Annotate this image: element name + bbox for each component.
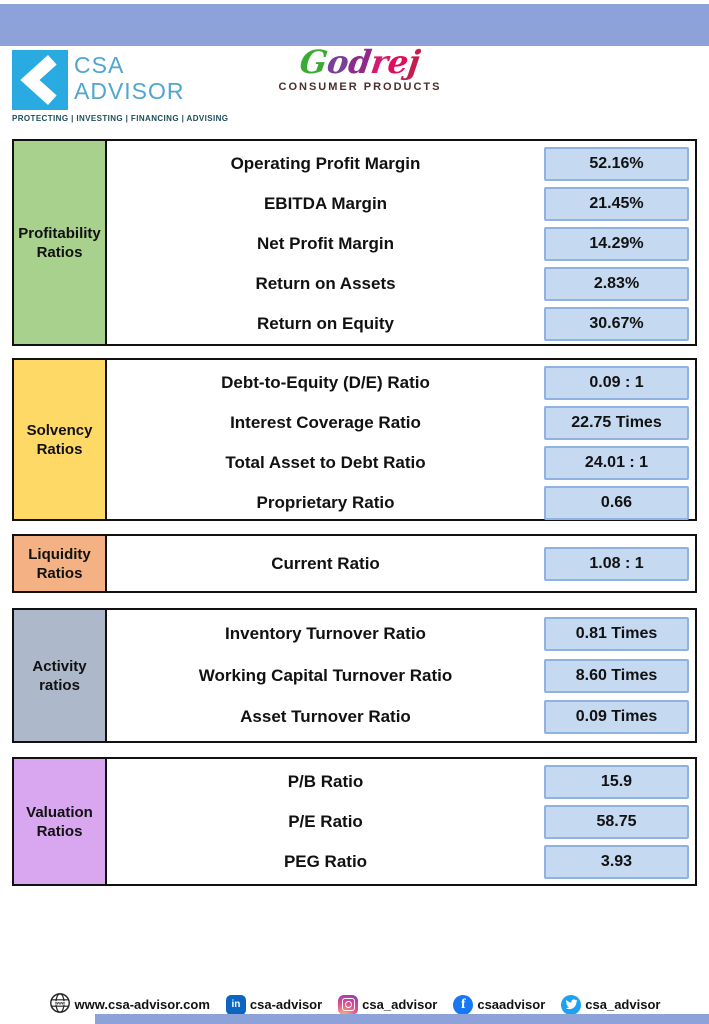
table-row: Inventory Turnover Ratio 0.81 Times <box>107 613 695 655</box>
table-row: PEG Ratio 3.93 <box>107 842 695 882</box>
instagram-link[interactable]: csa_advisor <box>338 994 438 1015</box>
metric-value: 21.45% <box>544 187 689 221</box>
table-row: Operating Profit Margin 52.16% <box>107 144 695 184</box>
metric-name: Return on Assets <box>255 274 396 293</box>
instagram-icon <box>338 994 359 1015</box>
metric-value: 0.09 : 1 <box>544 366 689 400</box>
table-row: Current Ratio 1.08 : 1 <box>107 539 695 588</box>
metric-name: Working Capital Turnover Ratio <box>198 665 453 685</box>
svg-text:www: www <box>54 1000 66 1005</box>
csa-advisor-wordmark: CSA ADVISOR <box>74 52 185 104</box>
bottom-footer-bar <box>95 1014 709 1024</box>
metric-name: PEG Ratio <box>283 852 368 871</box>
linkedin-handle: csa-advisor <box>249 997 323 1012</box>
section-solvency-ratios: Solvency Ratios Debt-to-Equity (D/E) Rat… <box>12 358 697 521</box>
metric-value: 52.16% <box>544 147 689 181</box>
top-header-bar <box>0 4 709 46</box>
metric-name: Interest Coverage Ratio <box>230 413 421 432</box>
metric-name: Total Asset to Debt Ratio <box>225 453 426 472</box>
table-row: Proprietary Ratio 0.66 <box>107 483 695 523</box>
metric-value: 0.66 <box>544 486 689 520</box>
table-row: P/E Ratio 58.75 <box>107 802 695 842</box>
metric-name: P/B Ratio <box>287 772 364 791</box>
metric-name: Return on Equity <box>257 314 394 333</box>
footer-social-row: www www.csa-advisor.com in csa-advisor c… <box>0 992 709 1017</box>
metric-name: Proprietary Ratio <box>256 493 395 512</box>
website-link[interactable]: www www.csa-advisor.com <box>49 992 210 1017</box>
facebook-icon: f <box>453 994 474 1015</box>
table-row: Debt-to-Equity (D/E) Ratio 0.09 : 1 <box>107 363 695 403</box>
facebook-handle: csaadvisor <box>477 997 546 1012</box>
metric-name: Asset Turnover Ratio <box>240 707 411 727</box>
section-label: Profitability Ratios <box>14 141 107 344</box>
metric-value: 1.08 : 1 <box>544 546 689 581</box>
twitter-handle: csa_advisor <box>585 997 661 1012</box>
metric-name: Current Ratio <box>271 553 380 573</box>
twitter-link[interactable]: csa_advisor <box>561 994 661 1015</box>
godrej-subtitle: CONSUMER PRODUCTS <box>278 81 442 93</box>
section-valuation-ratios: Valuation Ratios P/B Ratio 15.9 P/E Rati… <box>12 757 697 886</box>
table-row: Return on Assets 2.83% <box>107 264 695 304</box>
godrej-script-wordmark: Godrej <box>297 43 423 81</box>
metric-value: 15.9 <box>544 765 689 799</box>
linkedin-icon: in <box>225 994 246 1015</box>
brand-line-2: ADVISOR <box>74 78 185 104</box>
metric-name: Inventory Turnover Ratio <box>225 623 426 643</box>
instagram-handle: csa_advisor <box>362 997 438 1012</box>
facebook-link[interactable]: f csaadvisor <box>453 994 546 1015</box>
metric-value: 24.01 : 1 <box>544 446 689 480</box>
metric-value: 14.29% <box>544 227 689 261</box>
section-label: Solvency Ratios <box>14 360 107 519</box>
section-liquidity-ratios: Liquidity Ratios Current Ratio 1.08 : 1 <box>12 534 697 593</box>
metric-name: Net Profit Margin <box>257 234 394 253</box>
section-profitability-ratios: Profitability Ratios Operating Profit Ma… <box>12 139 697 346</box>
table-row: Return on Equity 30.67% <box>107 304 695 344</box>
csa-advisor-logo-icon <box>12 50 68 110</box>
globe-www-icon: www <box>49 992 71 1017</box>
metric-value: 8.60 Times <box>544 658 689 693</box>
section-activity-ratios: Activity ratios Inventory Turnover Ratio… <box>12 608 697 743</box>
metric-value: 58.75 <box>544 805 689 839</box>
section-label: Liquidity Ratios <box>14 536 107 591</box>
section-label: Activity ratios <box>14 610 107 741</box>
brand-line-1: CSA <box>74 52 125 78</box>
brand-tagline: PROTECTING | INVESTING | FINANCING | ADV… <box>12 114 229 123</box>
metric-value: 2.83% <box>544 267 689 301</box>
metric-value: 0.09 Times <box>544 700 689 735</box>
godrej-logo: Godrej CONSUMER PRODUCTS <box>250 43 470 93</box>
linkedin-link[interactable]: in csa-advisor <box>225 994 323 1015</box>
metric-name: EBITDA Margin <box>263 194 388 213</box>
metric-value: 3.93 <box>544 845 689 879</box>
metric-name: Operating Profit Margin <box>230 154 421 173</box>
website-url: www.csa-advisor.com <box>74 997 210 1012</box>
table-row: EBITDA Margin 21.45% <box>107 184 695 224</box>
metric-value: 30.67% <box>544 307 689 341</box>
table-row: Total Asset to Debt Ratio 24.01 : 1 <box>107 443 695 483</box>
table-row: Asset Turnover Ratio 0.09 Times <box>107 696 695 738</box>
twitter-icon <box>561 994 582 1015</box>
metric-name: P/E Ratio <box>288 812 363 831</box>
table-row: Interest Coverage Ratio 22.75 Times <box>107 403 695 443</box>
table-row: Net Profit Margin 14.29% <box>107 224 695 264</box>
section-label: Valuation Ratios <box>14 759 107 884</box>
table-row: Working Capital Turnover Ratio 8.60 Time… <box>107 655 695 697</box>
table-row: P/B Ratio 15.9 <box>107 762 695 802</box>
metric-value: 22.75 Times <box>544 406 689 440</box>
metric-name: Debt-to-Equity (D/E) Ratio <box>221 373 430 392</box>
metric-value: 0.81 Times <box>544 616 689 651</box>
